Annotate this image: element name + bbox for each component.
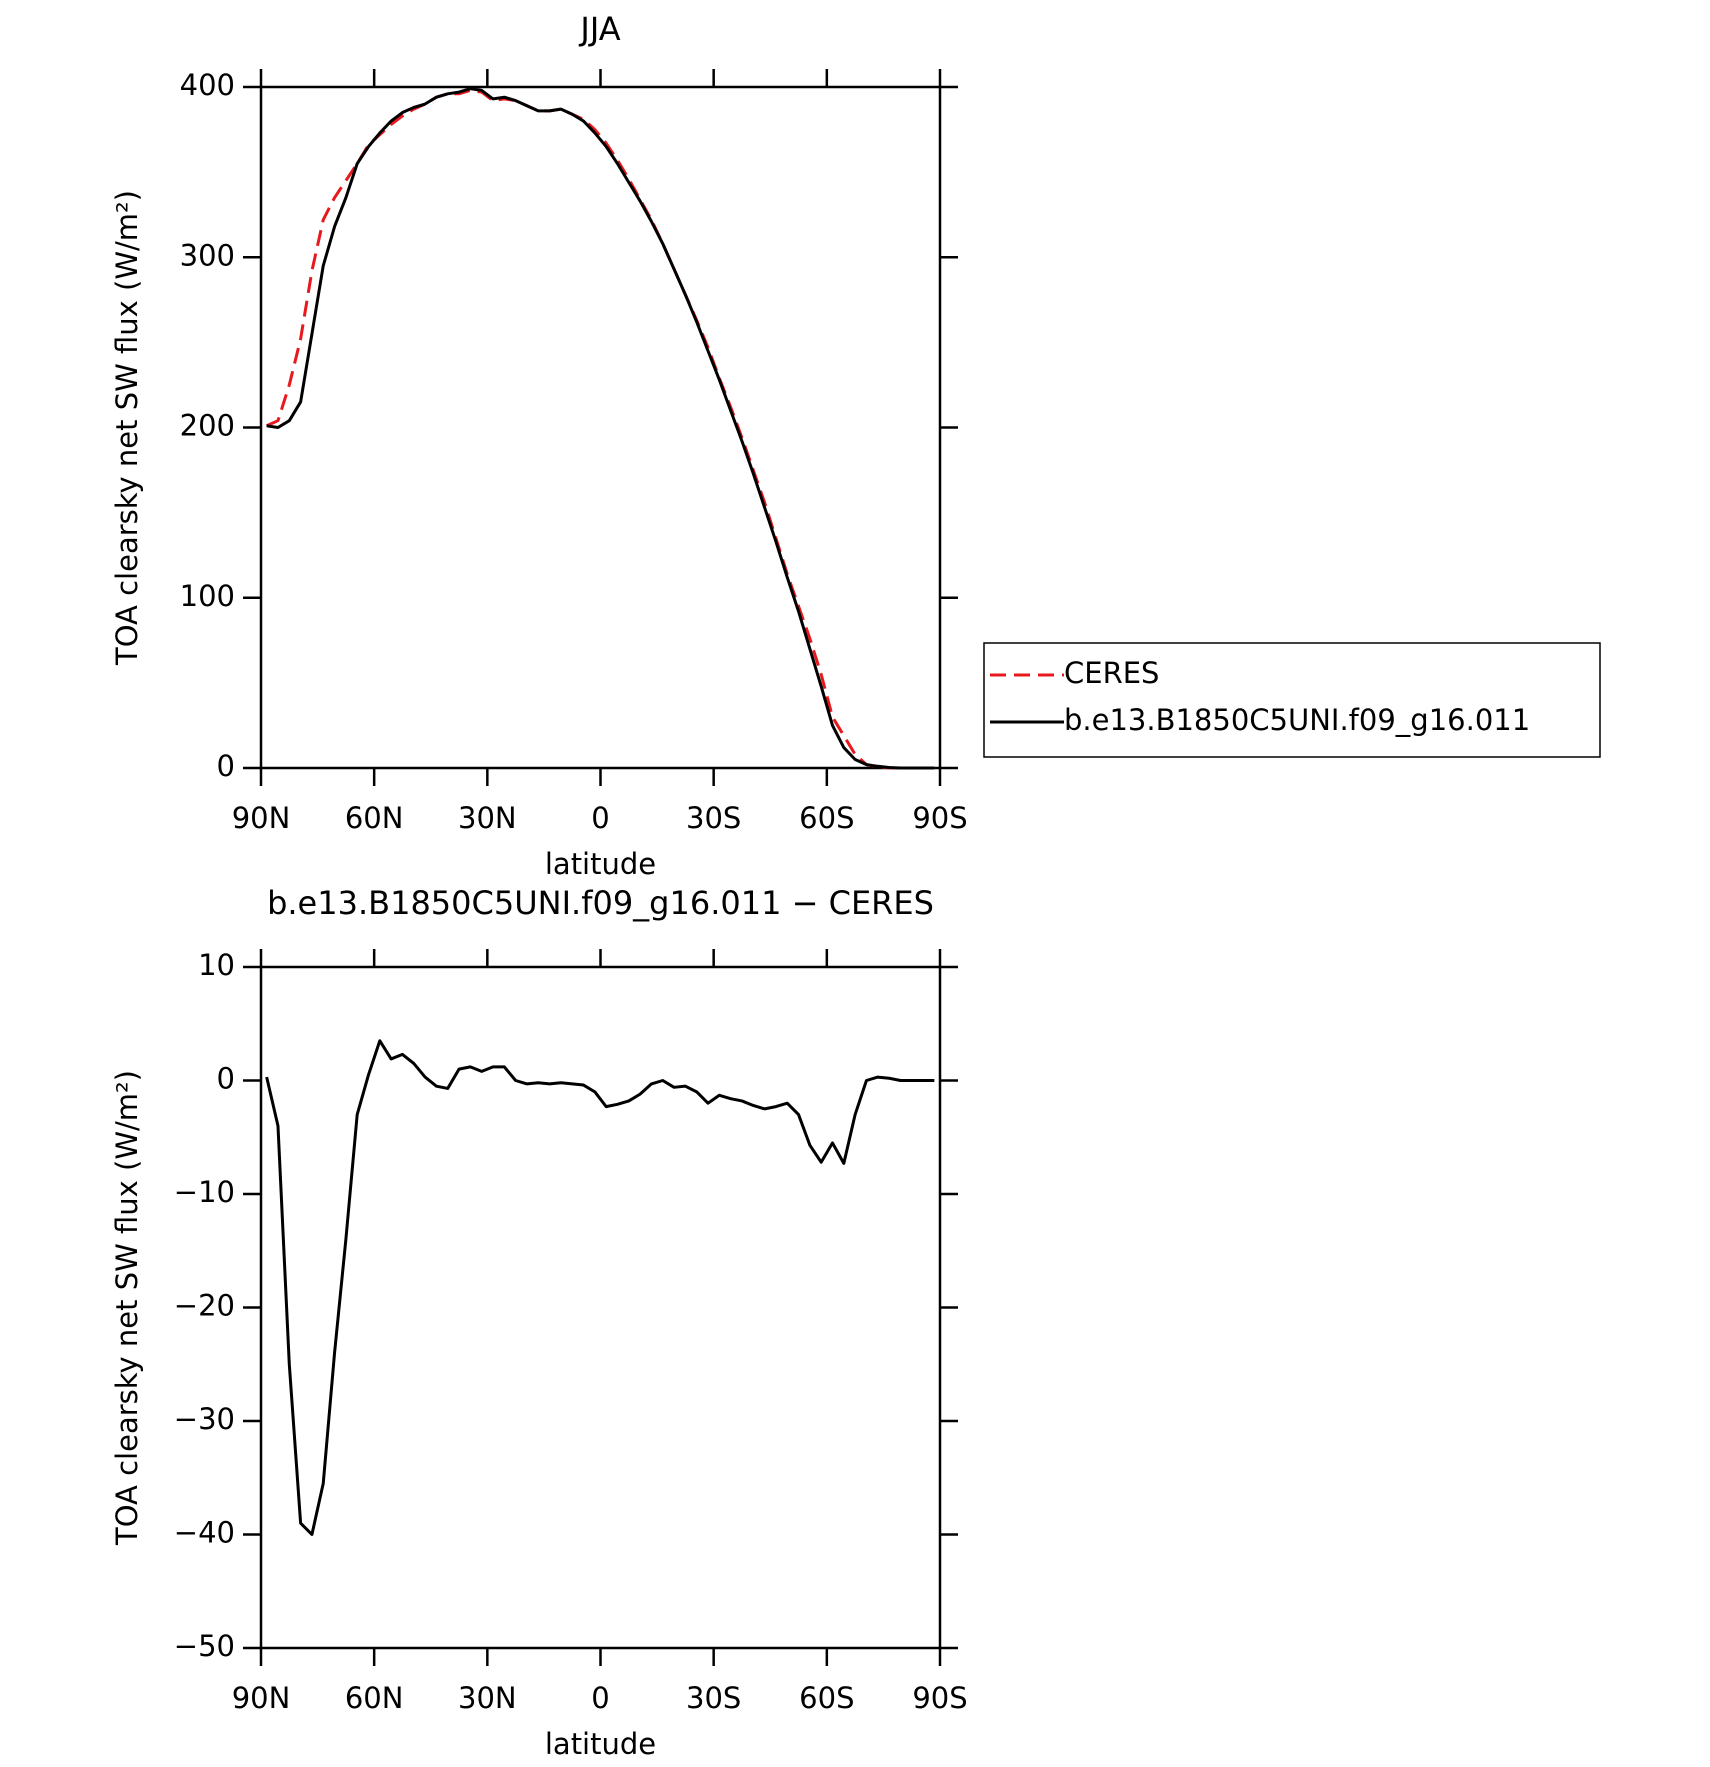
y-axis-label: TOA clearsky net SW flux (W/m²) xyxy=(110,1070,144,1546)
y-tick-label: 0 xyxy=(217,749,235,783)
plot-frame xyxy=(259,85,942,770)
data-line xyxy=(266,87,935,770)
x-axis-label: latitude xyxy=(545,847,656,881)
x-tick-label: 60N xyxy=(345,801,404,835)
x-tick-label: 30N xyxy=(458,1681,517,1715)
y-tick-label: 300 xyxy=(180,238,235,272)
y-tick-label: −20 xyxy=(174,1289,235,1323)
x-tick-label: 60S xyxy=(799,1681,854,1715)
data-line xyxy=(266,88,935,770)
y-axis-label: TOA clearsky net SW flux (W/m²) xyxy=(110,190,144,666)
x-tick-label: 0 xyxy=(591,1681,609,1715)
legend-label: CERES xyxy=(1064,656,1159,690)
x-tick-label: 30S xyxy=(686,1681,741,1715)
x-tick-label: 90S xyxy=(912,801,967,835)
x-tick-label: 90N xyxy=(232,801,291,835)
data-line xyxy=(265,1039,935,1536)
chart-title: JJA xyxy=(578,10,620,48)
y-tick-label: 400 xyxy=(180,68,235,102)
y-tick-label: 200 xyxy=(180,409,235,443)
y-tick-label: −10 xyxy=(174,1175,235,1209)
y-tick-label: 10 xyxy=(198,948,235,982)
y-tick-label: 0 xyxy=(217,1062,235,1096)
x-tick-label: 30S xyxy=(686,801,741,835)
x-tick-label: 90N xyxy=(232,1681,291,1715)
y-tick-label: 100 xyxy=(180,579,235,613)
y-tick-label: −30 xyxy=(174,1402,235,1436)
legend-box xyxy=(983,642,1601,758)
x-tick-label: 60S xyxy=(799,801,854,835)
x-tick-label: 60N xyxy=(345,1681,404,1715)
legend-label: b.e13.B1850C5UNI.f09_g16.011 xyxy=(1064,703,1530,737)
x-tick-label: 0 xyxy=(591,801,609,835)
plot-frame xyxy=(259,965,942,1650)
y-tick-label: −50 xyxy=(174,1629,235,1663)
x-tick-label: 90S xyxy=(912,1681,967,1715)
y-tick-label: −40 xyxy=(174,1516,235,1550)
x-tick-label: 30N xyxy=(458,801,517,835)
chart-title: b.e13.B1850C5UNI.f09_g16.011 − CERES xyxy=(267,884,934,922)
x-axis-label: latitude xyxy=(545,1727,656,1761)
